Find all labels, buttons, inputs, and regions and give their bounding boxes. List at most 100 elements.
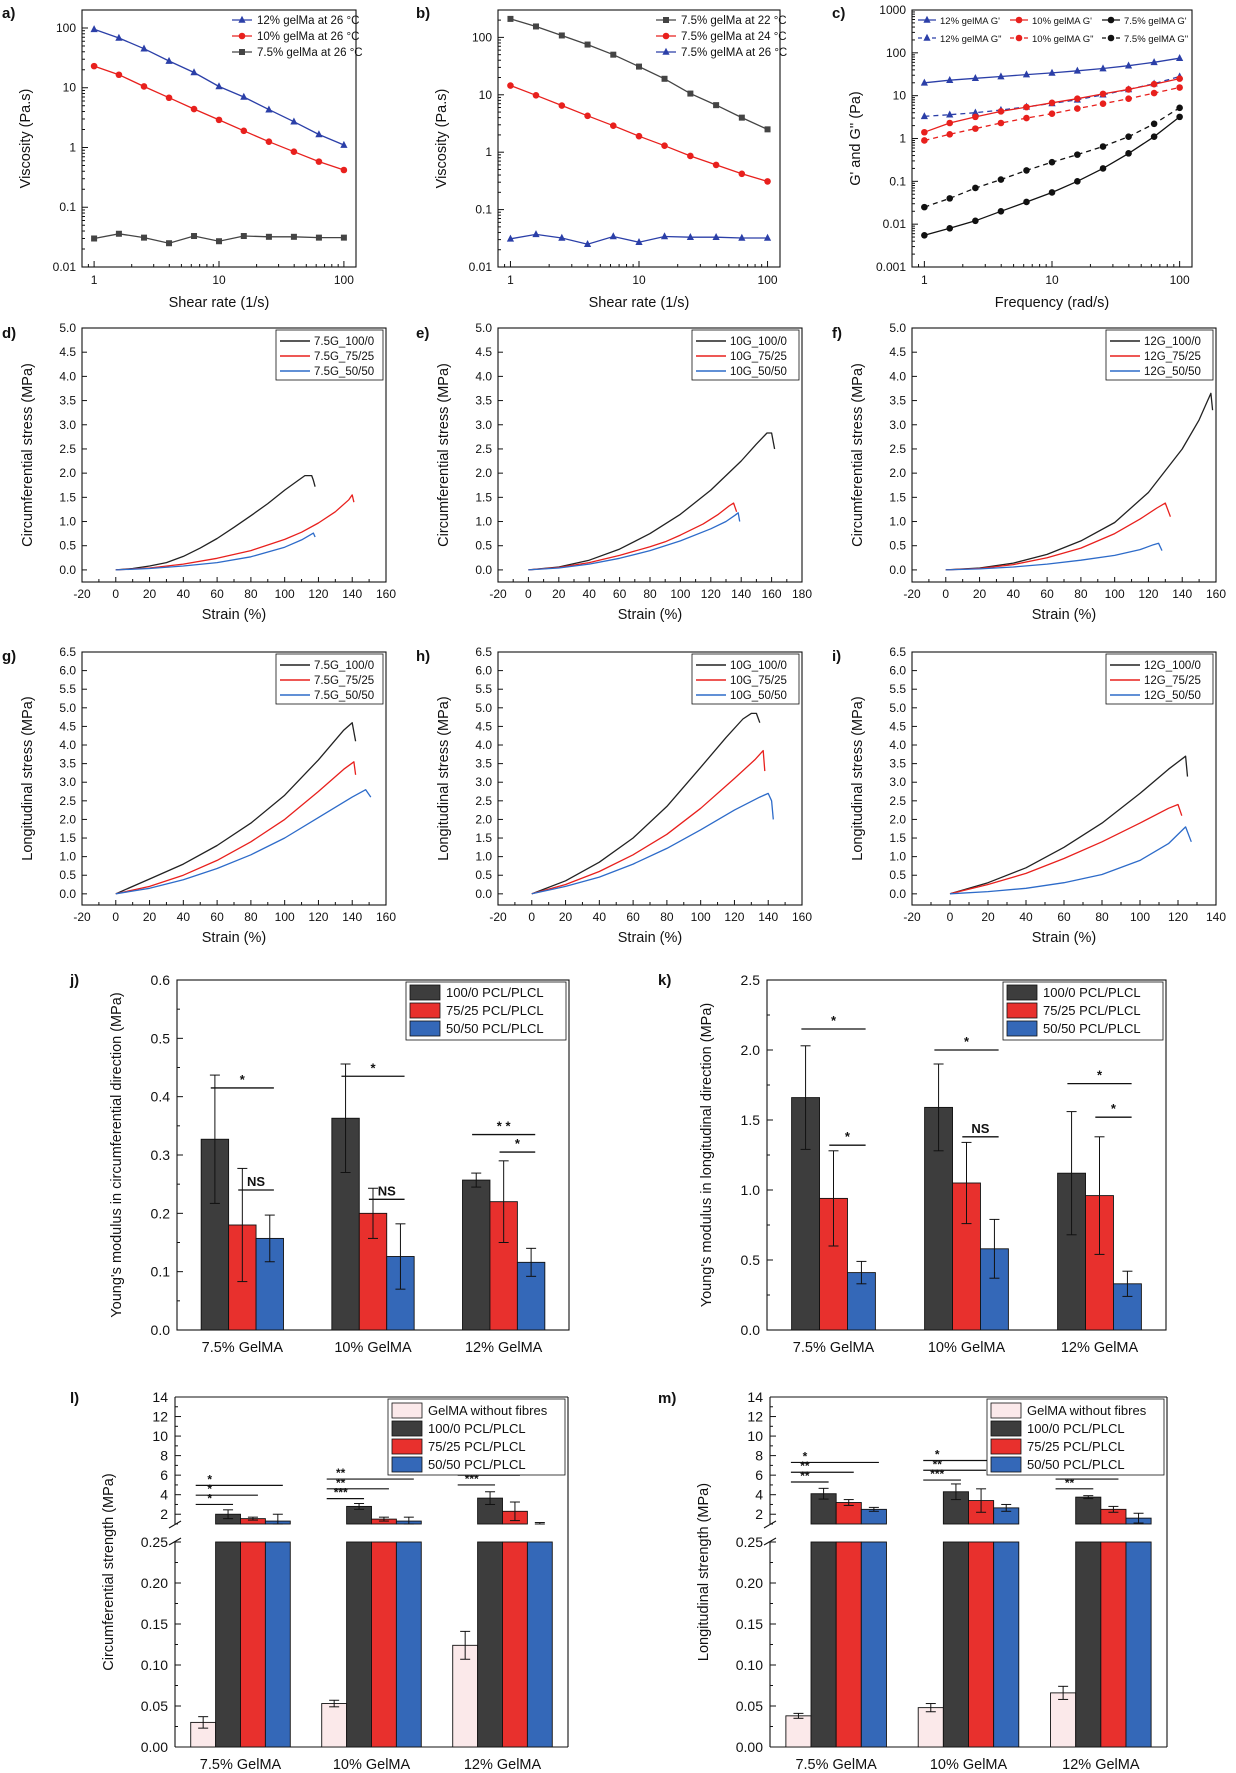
series-line [115, 474, 316, 571]
y-tick-label: 0.5 [475, 868, 492, 882]
legend-swatch [391, 1420, 423, 1437]
y-axis-label: Viscosity (Pa.s) [18, 89, 34, 189]
y-tick-label: 0.1 [475, 203, 492, 217]
chart-h: -20 0 20 40 60 80 100 120 140 160 0.0 0.5 1.0 1.5 2.0 2… [436, 645, 812, 946]
y-tick-label: 0.0 [741, 1322, 761, 1338]
bar [1050, 1692, 1077, 1748]
y-tick-label: 0.2 [151, 1205, 171, 1221]
legend-swatch [1006, 1002, 1038, 1019]
legend: 100/0 PCL/PLCL 75/25 PCL/PLCL 50/50 PCL/PL… [1002, 981, 1164, 1041]
y-tick-label: 1.0 [475, 850, 492, 864]
data-point [507, 15, 514, 22]
x-tick-label: 7.5% GelMA [200, 1757, 282, 1773]
legend-label: 7.5G_75/25 [314, 351, 374, 363]
y-axis-label: Longitudinal stress (MPa) [20, 696, 36, 860]
y-tick-label: 5.5 [889, 682, 906, 696]
x-axis-label: Strain (%) [1032, 607, 1096, 623]
y-tick-label: 0.001 [876, 260, 906, 274]
y-tick-label: 2.0 [889, 466, 906, 480]
panel-letter: l) [70, 1390, 79, 1407]
x-tick-label: 100 [334, 273, 354, 287]
x-tick-label: 1 [507, 273, 514, 287]
legend-marker [1107, 34, 1115, 42]
y-tick-label: 0.1 [59, 200, 76, 214]
y-tick-label: 0.6 [151, 972, 171, 988]
data-point [91, 235, 98, 242]
x-tick-label: 10% GelMA [930, 1757, 1008, 1773]
legend-swatch [990, 1420, 1022, 1437]
x-tick-label: -20 [903, 587, 921, 601]
y-tick-label: 3.5 [889, 394, 906, 408]
panel-letter: d) [2, 325, 16, 342]
y-tick-label: 0.5 [741, 1252, 761, 1268]
y-tick-label: 1 [899, 132, 906, 146]
significance-label: NS [378, 1183, 396, 1198]
data-point [946, 131, 954, 138]
legend: GelMA without fibres 100/0 PCL/PLCL 75/25 … [986, 1398, 1165, 1476]
data-point [1150, 80, 1158, 88]
data-point [636, 63, 642, 70]
bar-lower [810, 1541, 837, 1748]
legend-label: 75/25 PCL/PLCL [428, 1439, 526, 1454]
y-tick-label: 3.0 [475, 418, 492, 432]
y-tick-label: 8 [160, 1448, 168, 1464]
significance-label: * * [497, 1119, 512, 1134]
data-point [920, 112, 928, 120]
x-tick-label: 10 [1045, 273, 1059, 287]
data-point [1074, 105, 1081, 112]
data-point [713, 102, 720, 109]
legend-label: 50/50 PCL/PLCL [428, 1457, 526, 1472]
data-point [240, 127, 248, 135]
y-tick-label: 0.0 [889, 887, 906, 901]
data-point [558, 32, 565, 39]
x-tick-label: 0 [528, 910, 535, 924]
x-tick-label: 140 [731, 587, 751, 601]
y-tick-label: 0.15 [141, 1616, 168, 1632]
x-tick-label: 20 [981, 910, 995, 924]
data-point [315, 234, 322, 241]
data-point [1176, 113, 1183, 121]
legend: 12% gelMa at 26 °C 10% gelMa at 26 °C 7.5%… [232, 15, 363, 59]
plot-frame [911, 9, 1193, 268]
x-tick-label: 12% GelMA [464, 1757, 542, 1773]
data-point [558, 233, 566, 241]
bar-lower [526, 1541, 553, 1748]
y-tick-label: 6.5 [889, 645, 906, 659]
y-tick-label: 0.20 [141, 1575, 168, 1591]
y-tick-label: 5.0 [59, 321, 76, 335]
data-point [1048, 68, 1056, 76]
x-tick-label: 80 [660, 910, 674, 924]
data-point [340, 234, 347, 241]
y-axis-label: Circumferential stress (MPa) [436, 363, 452, 547]
data-point [1048, 189, 1056, 196]
legend-label: 7.5G_50/50 [314, 366, 374, 378]
data-point [507, 82, 514, 89]
data-point [90, 25, 98, 33]
x-tick-label: 120 [701, 587, 721, 601]
series-line [924, 75, 1180, 117]
legend-label: GelMA without fibres [1027, 1403, 1147, 1418]
data-point [1176, 53, 1184, 61]
y-tick-label: 0.01 [53, 260, 77, 274]
legend-marker [238, 15, 246, 23]
legend-label: GelMA without fibres [428, 1403, 548, 1418]
bar-lower [502, 1541, 528, 1748]
y-tick-label: 1.5 [741, 1112, 761, 1128]
x-tick-label: 0 [112, 587, 119, 601]
data-point [1176, 84, 1183, 91]
bar [462, 1179, 491, 1331]
y-tick-label: 5.5 [475, 682, 492, 696]
x-tick-label: 100 [1170, 273, 1190, 287]
data-point [1150, 58, 1158, 66]
y-tick-label: 4.5 [59, 719, 76, 733]
panel-letter: h) [416, 648, 430, 665]
legend-label: 10% gelMa at 26 °C [257, 31, 359, 43]
data-point [165, 56, 173, 64]
y-tick-label: 4.0 [889, 369, 906, 383]
legend-marker [238, 32, 246, 40]
x-tick-label: 100 [691, 910, 711, 924]
y-tick-label: 0.0 [151, 1322, 171, 1338]
data-point [240, 233, 247, 240]
y-tick-label: 4.0 [59, 738, 76, 752]
data-point [265, 233, 272, 240]
